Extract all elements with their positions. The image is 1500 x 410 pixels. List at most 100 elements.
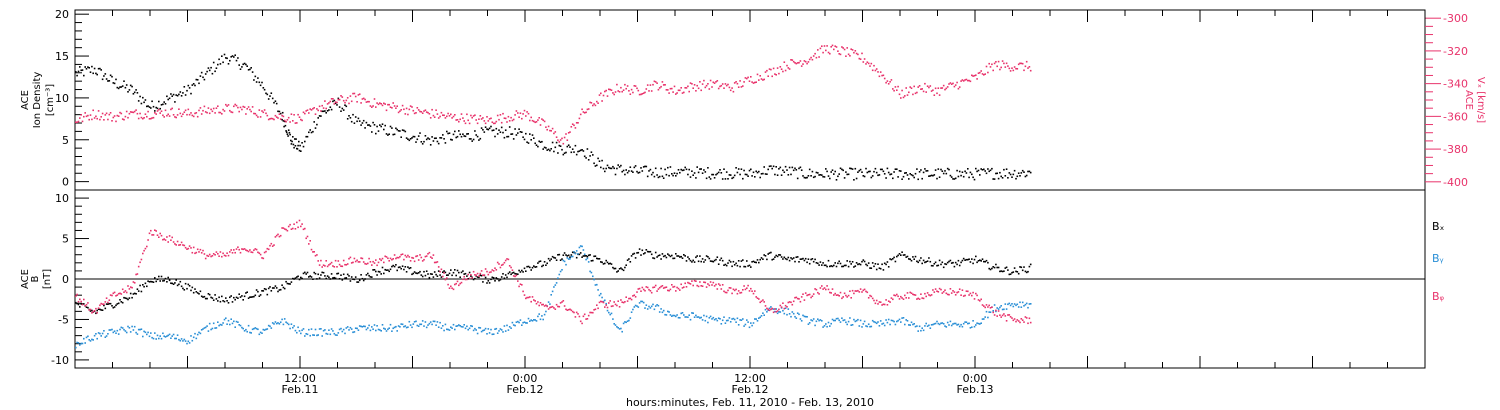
data-point: [387, 103, 389, 106]
data-point: [750, 266, 752, 268]
data-point: [869, 325, 871, 328]
data-point: [140, 290, 143, 293]
data-point: [440, 276, 443, 278]
data-point: [929, 175, 932, 177]
data-point: [253, 295, 255, 298]
data-point: [707, 256, 709, 258]
data-point: [585, 111, 587, 114]
data-point: [942, 323, 945, 325]
data-point: [971, 173, 973, 176]
data-point: [725, 171, 728, 173]
data-point: [286, 119, 289, 121]
data-point: [634, 257, 637, 259]
data-point: [1020, 266, 1023, 269]
data-point: [742, 318, 744, 320]
data-point: [415, 255, 417, 258]
data-point: [95, 333, 97, 335]
data-point: [494, 267, 496, 269]
data-point: [645, 249, 648, 251]
data-point: [129, 111, 132, 113]
data-point: [802, 175, 804, 177]
data-point: [87, 335, 89, 338]
data-point: [1008, 172, 1011, 174]
data-point: [877, 303, 879, 305]
data-point: [758, 261, 760, 264]
data-point: [76, 293, 78, 296]
data-point: [855, 290, 858, 292]
data-point: [300, 332, 302, 335]
data-point: [696, 255, 698, 257]
data-point: [371, 264, 373, 266]
data-point: [975, 255, 977, 258]
data-point: [780, 68, 783, 70]
data-point: [596, 304, 598, 306]
data-point: [962, 257, 965, 260]
data-point: [381, 123, 384, 125]
data-point: [567, 132, 570, 134]
data-point: [878, 75, 881, 78]
data-point: [208, 293, 211, 296]
data-point: [937, 168, 940, 170]
data-point: [308, 112, 310, 114]
data-point: [404, 254, 407, 257]
data-point: [574, 144, 577, 147]
data-point: [381, 104, 384, 107]
data-point: [262, 111, 265, 114]
data-point: [504, 274, 507, 276]
data-point: [116, 294, 119, 296]
data-point: [637, 172, 640, 174]
data-point: [99, 332, 101, 335]
data-point: [858, 57, 861, 60]
data-point: [77, 303, 80, 306]
data-point: [166, 236, 168, 238]
data-point: [379, 124, 381, 126]
data-point: [488, 127, 491, 130]
data-point: [313, 271, 315, 274]
data-point: [85, 303, 88, 306]
data-point: [427, 111, 429, 114]
data-point: [166, 114, 168, 117]
data-point: [638, 248, 641, 250]
data-point: [946, 321, 949, 324]
data-point: [282, 115, 285, 118]
data-point: [198, 109, 200, 112]
top-right-axis-title: ACE Vₓ [km/s]: [1463, 77, 1486, 123]
data-point: [112, 292, 115, 295]
data-point: [176, 240, 179, 243]
data-point: [507, 258, 510, 261]
data-point: [1020, 172, 1023, 174]
data-point: [176, 114, 179, 116]
data-point: [754, 81, 756, 84]
data-point: [178, 283, 180, 286]
data-point: [977, 72, 980, 74]
data-point: [930, 90, 933, 92]
data-point: [575, 250, 578, 252]
data-point: [447, 132, 449, 135]
top-right-tick-label: -360: [1443, 110, 1468, 123]
data-point: [400, 323, 402, 325]
data-point: [1009, 304, 1012, 307]
data-point: [517, 132, 519, 134]
data-point: [320, 274, 322, 276]
data-point: [728, 86, 731, 89]
data-point: [334, 277, 337, 280]
data-point: [389, 268, 392, 271]
data-point: [679, 317, 681, 319]
data-point: [644, 165, 646, 168]
data-point: [97, 332, 100, 334]
data-point: [597, 289, 599, 291]
data-point: [322, 329, 325, 332]
data-point: [328, 109, 330, 111]
data-point: [314, 113, 317, 115]
data-point: [440, 268, 443, 271]
data-point: [140, 116, 143, 119]
data-point: [354, 276, 357, 278]
data-point: [589, 155, 591, 157]
data-point: [779, 311, 782, 313]
data-point: [411, 326, 413, 329]
data-point: [369, 276, 372, 278]
data-point: [879, 71, 882, 73]
data-point: [290, 281, 293, 283]
data-point: [108, 80, 111, 82]
data-point: [537, 145, 539, 148]
